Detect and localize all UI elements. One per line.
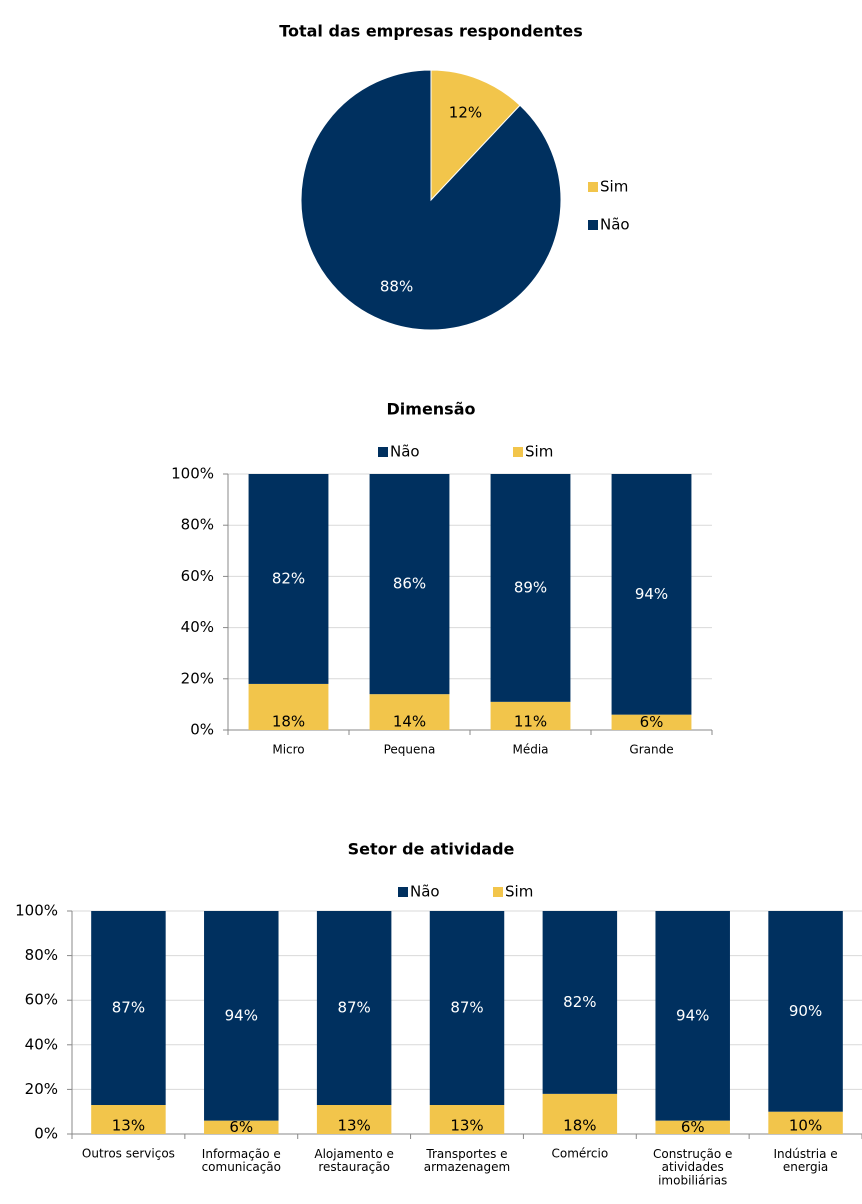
value-label: 11% bbox=[514, 713, 547, 731]
value-label: 13% bbox=[112, 1117, 145, 1135]
legend-label: Sim bbox=[525, 443, 553, 461]
value-label: 6% bbox=[681, 1118, 705, 1136]
bar-segment bbox=[204, 1120, 279, 1134]
legend-label: Sim bbox=[600, 178, 628, 196]
bar-segment bbox=[429, 911, 505, 1106]
x-tick-label: Outros serviços bbox=[82, 1147, 175, 1161]
bar-segment bbox=[611, 474, 692, 715]
value-label: 87% bbox=[337, 999, 370, 1017]
y-tick-label: 80% bbox=[181, 516, 214, 534]
x-tick-label: Micro bbox=[272, 743, 304, 757]
legend-swatch bbox=[398, 887, 408, 897]
slice-label: 88% bbox=[380, 278, 413, 296]
y-tick-label: 100% bbox=[15, 902, 58, 920]
x-tick-label: Construção e atividades imobiliárias bbox=[653, 1147, 732, 1187]
slice-label: 12% bbox=[449, 103, 482, 121]
bar-segment bbox=[542, 1093, 618, 1134]
value-label: 6% bbox=[229, 1118, 253, 1136]
bar-segment bbox=[91, 911, 166, 1106]
chart-title: Setor de atividade bbox=[348, 840, 515, 859]
value-label: 86% bbox=[393, 575, 426, 593]
bar-segment bbox=[369, 694, 450, 730]
y-tick-label: 60% bbox=[181, 567, 214, 585]
value-label: 13% bbox=[450, 1117, 483, 1135]
bar-segment bbox=[768, 911, 843, 1112]
value-label: 94% bbox=[635, 585, 668, 603]
chart-title: Dimensão bbox=[387, 400, 476, 419]
y-tick-label: 20% bbox=[181, 669, 214, 687]
bar-segment bbox=[655, 911, 730, 1121]
legend-swatch bbox=[513, 447, 523, 457]
legend-swatch bbox=[493, 887, 503, 897]
y-tick-label: 0% bbox=[34, 1125, 58, 1143]
x-tick-label: Comércio bbox=[551, 1147, 608, 1161]
bar-segment bbox=[490, 701, 571, 730]
bar-segment bbox=[768, 1111, 843, 1134]
value-label: 14% bbox=[393, 713, 426, 731]
y-tick-label: 100% bbox=[171, 465, 214, 483]
value-label: 10% bbox=[789, 1117, 822, 1135]
bar-segment bbox=[248, 474, 329, 684]
legend-label: Sim bbox=[505, 883, 533, 901]
bar-segment bbox=[429, 1105, 505, 1134]
bar-segment bbox=[369, 474, 450, 695]
legend-swatch bbox=[378, 447, 388, 457]
value-label: 87% bbox=[112, 999, 145, 1017]
x-tick-label: Transportes e armazenagem bbox=[424, 1147, 510, 1174]
bar-segment bbox=[316, 1105, 392, 1134]
bar-segment bbox=[204, 911, 279, 1121]
value-label: 94% bbox=[676, 1006, 709, 1024]
bar-segment bbox=[655, 1120, 730, 1134]
bar-segment bbox=[316, 911, 392, 1106]
y-tick-label: 80% bbox=[25, 946, 58, 964]
pie-slice bbox=[300, 69, 562, 331]
legend-swatch bbox=[588, 182, 598, 192]
x-tick-label: Média bbox=[512, 743, 548, 757]
x-tick-label: Alojamento e restauração bbox=[314, 1147, 394, 1174]
value-label: 82% bbox=[272, 569, 305, 587]
bar-segment bbox=[91, 1105, 166, 1134]
bar-segment bbox=[542, 911, 618, 1094]
value-label: 87% bbox=[450, 999, 483, 1017]
bar-segment bbox=[248, 683, 329, 730]
value-label: 13% bbox=[337, 1117, 370, 1135]
value-label: 18% bbox=[563, 1117, 596, 1135]
value-label: 18% bbox=[272, 713, 305, 731]
legend-label: Não bbox=[600, 216, 630, 234]
value-label: 6% bbox=[640, 713, 664, 731]
y-tick-label: 20% bbox=[25, 1080, 58, 1098]
x-tick-label: Grande bbox=[629, 743, 673, 757]
y-tick-label: 60% bbox=[25, 991, 58, 1009]
value-label: 82% bbox=[563, 993, 596, 1011]
value-label: 89% bbox=[514, 578, 547, 596]
x-tick-label: Indústria e energia bbox=[773, 1147, 837, 1174]
y-tick-label: 40% bbox=[25, 1035, 58, 1053]
value-label: 90% bbox=[789, 1002, 822, 1020]
x-tick-label: Informação e comunicação bbox=[202, 1147, 281, 1174]
legend-label: Não bbox=[410, 883, 440, 901]
bar-segment bbox=[611, 714, 692, 730]
legend-label: Não bbox=[390, 443, 420, 461]
pie-slice bbox=[430, 69, 521, 202]
value-label: 94% bbox=[225, 1006, 258, 1024]
y-tick-label: 40% bbox=[181, 618, 214, 636]
x-tick-label: Pequena bbox=[384, 743, 436, 757]
chart-title: Total das empresas respondentes bbox=[279, 22, 583, 41]
legend-swatch bbox=[588, 220, 598, 230]
bar-segment bbox=[490, 474, 571, 702]
y-tick-label: 0% bbox=[190, 721, 214, 739]
